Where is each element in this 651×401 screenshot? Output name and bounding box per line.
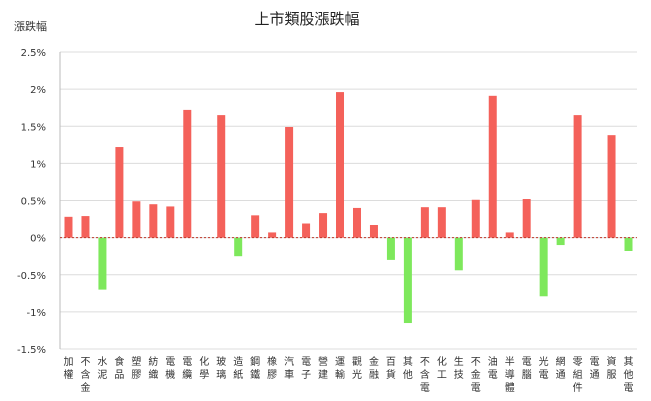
bar-電機 bbox=[166, 206, 175, 238]
x-tick-label: 不含金 bbox=[80, 357, 90, 394]
bar-零組件 bbox=[573, 115, 582, 238]
x-tick-label: 玻璃 bbox=[216, 355, 226, 381]
bar-半導體 bbox=[505, 232, 514, 238]
x-tick-label: 半導體 bbox=[505, 355, 515, 394]
x-tick-label: 食品 bbox=[114, 355, 124, 381]
x-tick-label: 紡織 bbox=[148, 355, 158, 381]
x-tick-label: 觀光 bbox=[352, 356, 362, 381]
bar-汽車 bbox=[285, 126, 294, 238]
bar-電腦 bbox=[522, 199, 531, 238]
bar-水泥 bbox=[98, 237, 107, 290]
bars bbox=[64, 92, 633, 324]
x-tick-labels: 加權不含金水泥食品塑膠紡織電機電纜化學玻璃造紙鋼鐵橡膠汽車電子營建運輸觀光金融百… bbox=[63, 355, 633, 394]
y-axis-label: 漲跌幅 bbox=[14, 19, 47, 33]
y-tick-label: -1.5% bbox=[17, 345, 46, 356]
y-tick-label: 0.5% bbox=[21, 197, 46, 208]
bar-生技 bbox=[454, 237, 463, 271]
bar-百貨 bbox=[386, 237, 395, 260]
x-tick-label: 不含電 bbox=[420, 357, 430, 394]
bar-運輸 bbox=[336, 92, 345, 238]
y-tick-label: 0% bbox=[30, 234, 46, 245]
gridlines bbox=[59, 51, 637, 350]
bar-食品 bbox=[115, 147, 124, 238]
x-tick-label: 資服 bbox=[607, 356, 617, 381]
x-tick-label: 汽車 bbox=[284, 355, 294, 381]
x-tick-label: 網通 bbox=[556, 355, 566, 381]
x-tick-label: 塑膠 bbox=[131, 356, 141, 381]
x-tick-label: 化學 bbox=[199, 355, 209, 381]
y-tick-label: -1% bbox=[27, 308, 46, 319]
y-tick-labels: 2.5% 2% 1.5% 1% 0.5% 0% -0.5% -1% -1.5% bbox=[17, 48, 46, 356]
bar-油電 bbox=[488, 95, 497, 238]
x-tick-label: 百貨 bbox=[386, 356, 396, 381]
bar-不含電 bbox=[420, 207, 429, 238]
bar-橡膠 bbox=[268, 232, 277, 238]
x-tick-label: 金融 bbox=[369, 355, 379, 381]
x-tick-label: 造紙 bbox=[233, 355, 243, 381]
bar-加權 bbox=[64, 216, 73, 238]
x-tick-label: 水泥 bbox=[97, 356, 107, 381]
x-tick-label: 橡膠 bbox=[267, 355, 277, 381]
bar-玻璃 bbox=[217, 115, 226, 238]
x-tick-label: 油電 bbox=[488, 355, 498, 381]
y-tick-label: 2.5% bbox=[21, 48, 46, 59]
x-tick-label: 電子 bbox=[301, 356, 311, 381]
x-tick-label: 加權 bbox=[63, 356, 73, 381]
bar-電子 bbox=[302, 223, 311, 238]
bar-光電 bbox=[539, 237, 548, 297]
y-tick-label: -0.5% bbox=[17, 271, 46, 282]
x-tick-label: 電纜 bbox=[182, 356, 192, 381]
bar-化工 bbox=[437, 207, 446, 238]
bar-電纜 bbox=[183, 109, 192, 238]
x-tick-label: 光電 bbox=[539, 355, 549, 381]
x-tick-label: 化工 bbox=[437, 355, 447, 381]
bar-不含金 bbox=[81, 216, 90, 238]
y-tick-label: 1.5% bbox=[21, 122, 46, 133]
x-tick-label: 運輸 bbox=[335, 356, 345, 381]
x-tick-label: 不金電 bbox=[471, 357, 481, 394]
bar-不金電 bbox=[471, 199, 480, 238]
x-tick-label: 電腦 bbox=[522, 356, 532, 381]
bar-其他 bbox=[403, 237, 412, 324]
bar-資服 bbox=[607, 135, 616, 238]
x-tick-label: 零組件 bbox=[573, 356, 583, 394]
bar-觀光 bbox=[352, 207, 361, 238]
bar-鋼鐵 bbox=[251, 215, 260, 238]
y-tick-label: 1% bbox=[30, 159, 46, 170]
x-tick-label: 其他電 bbox=[624, 356, 634, 394]
chart-title: 上市類股漲跌幅 bbox=[254, 10, 359, 28]
bar-金融 bbox=[369, 225, 378, 238]
bar-網通 bbox=[556, 237, 565, 246]
x-tick-label: 鋼鐵 bbox=[250, 355, 260, 381]
bar-營建 bbox=[319, 213, 328, 238]
x-tick-label: 其他 bbox=[403, 356, 413, 381]
x-tick-label: 營建 bbox=[318, 355, 328, 381]
bar-塑膠 bbox=[132, 201, 141, 238]
x-tick-label: 生技 bbox=[454, 355, 464, 381]
bar-其他電 bbox=[624, 237, 633, 251]
y-tick-label: 2% bbox=[30, 85, 46, 96]
x-tick-label: 電通 bbox=[590, 356, 600, 381]
x-tick-label: 電機 bbox=[165, 356, 175, 381]
bar-紡織 bbox=[149, 204, 158, 238]
bar-造紙 bbox=[234, 237, 243, 257]
